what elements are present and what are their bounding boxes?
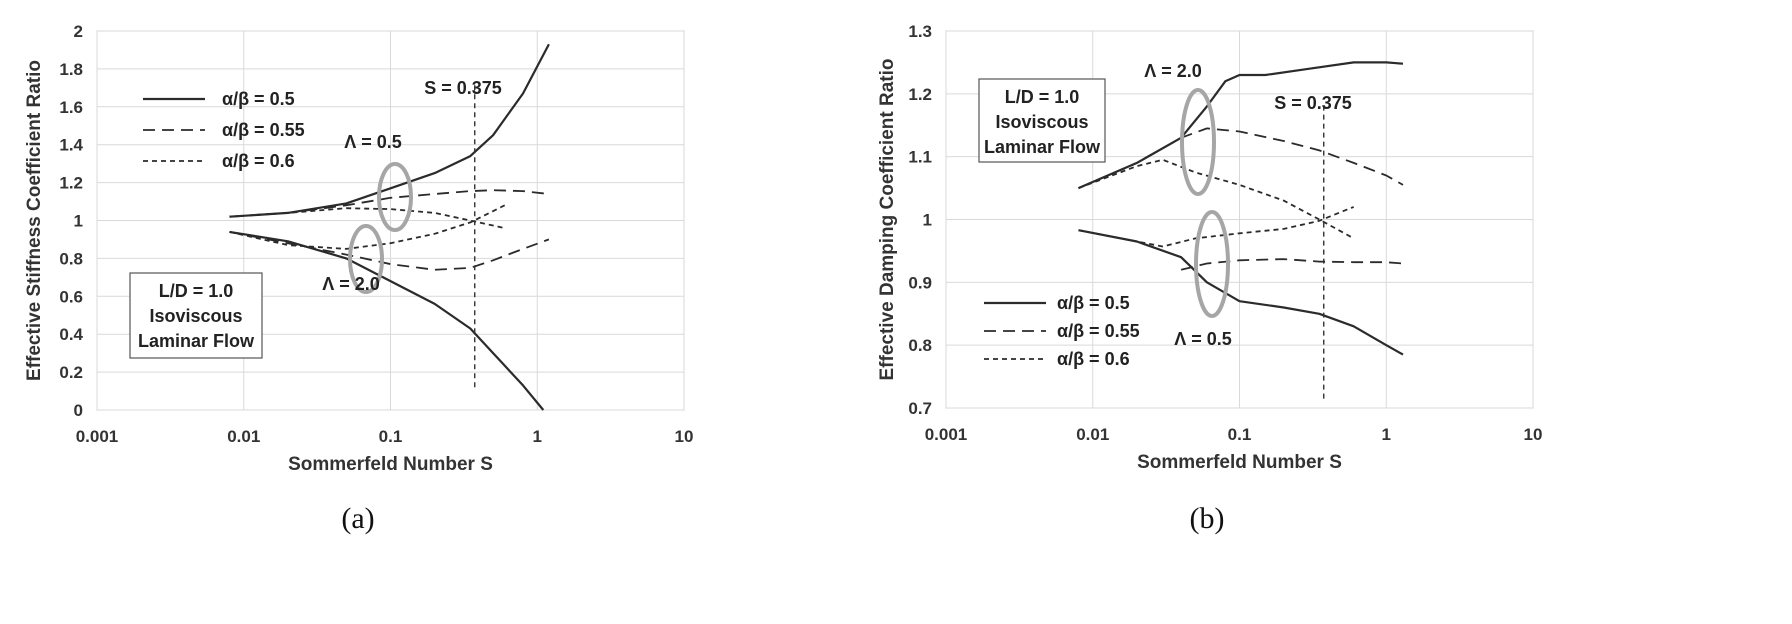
group-label: Λ = 0.5 xyxy=(1174,329,1232,349)
y-tick-label: 1 xyxy=(74,212,83,231)
group-ellipse xyxy=(377,162,413,232)
group-ellipse xyxy=(348,224,384,294)
group-label: Λ = 2.0 xyxy=(322,274,380,294)
x-tick-label: 10 xyxy=(675,427,694,446)
condition-box-line: Laminar Flow xyxy=(138,331,255,351)
x-tick-label: 0.01 xyxy=(227,427,260,446)
panel-a-chart: 0 0.2 0.4 0.6 0.8 1 1.2 1.4 1.6 1.8 2 0.001 0.01 0.1 1… xyxy=(24,22,693,535)
y-axis-title: Effective Stiffness Coefficient Ratio xyxy=(24,60,45,381)
condition-box-line: Isoviscous xyxy=(995,112,1088,132)
y-axis-title: Effective Damping Coefficient Ratio xyxy=(877,59,898,381)
series-line xyxy=(1078,206,1355,248)
group-ellipse xyxy=(1180,88,1216,196)
reference-line-label: S = 0.375 xyxy=(1274,93,1352,113)
legend-label: α/β = 0.5 xyxy=(1057,293,1130,313)
panel-caption: (a) xyxy=(341,502,374,535)
y-tick-label: 0.9 xyxy=(908,273,932,292)
condition-box xyxy=(978,78,1106,163)
y-tick-label: 1 xyxy=(923,211,932,230)
legend-label: α/β = 0.6 xyxy=(1057,349,1130,369)
legend-label: α/β = 0.5 xyxy=(222,89,295,109)
series-line xyxy=(229,204,506,250)
condition-box xyxy=(129,272,263,359)
x-tick-label: 0.1 xyxy=(1228,425,1252,444)
reference-line-label: S = 0.375 xyxy=(424,78,502,98)
panel-caption: (b) xyxy=(1190,502,1225,535)
condition-box-line: Laminar Flow xyxy=(984,137,1101,157)
series-line xyxy=(1078,158,1355,240)
y-tick-label: 1.4 xyxy=(59,136,83,155)
y-tick-label: 2 xyxy=(74,22,83,41)
legend-label: α/β = 0.6 xyxy=(222,151,295,171)
x-tick-label: 0.001 xyxy=(76,427,119,446)
y-tick-label: 0.6 xyxy=(59,287,83,306)
x-tick-label: 0.1 xyxy=(379,427,403,446)
x-tick-label: 1 xyxy=(533,427,542,446)
series-line xyxy=(229,207,505,229)
condition-box-line: Isoviscous xyxy=(149,306,242,326)
condition-box-line: L/D = 1.0 xyxy=(1005,87,1080,107)
x-axis-title: Sommerfeld Number S xyxy=(1137,452,1342,473)
x-tick-label: 1 xyxy=(1382,425,1391,444)
series-line xyxy=(229,231,550,271)
y-tick-label: 1.8 xyxy=(59,60,83,79)
legend-label: α/β = 0.55 xyxy=(1057,321,1140,341)
group-label: Λ = 0.5 xyxy=(344,132,402,152)
y-tick-label: 0.2 xyxy=(59,363,83,382)
condition-box-line: L/D = 1.0 xyxy=(159,281,234,301)
legend-label: α/β = 0.55 xyxy=(222,120,305,140)
y-tick-label: 0.8 xyxy=(908,336,932,355)
y-tick-label: 0.7 xyxy=(908,399,932,418)
panel-b-chart: 0.7 0.8 0.9 1 1.1 1.2 1.3 0.001 0.01 0.1 1 10 Sommer… xyxy=(877,22,1542,535)
series-line xyxy=(229,189,550,218)
group-label: Λ = 2.0 xyxy=(1144,61,1202,81)
x-tick-label: 0.01 xyxy=(1076,425,1109,444)
y-tick-label: 0.8 xyxy=(59,249,83,268)
series-line xyxy=(1078,229,1404,356)
x-tick-label: 10 xyxy=(1524,425,1543,444)
y-tick-label: 1.6 xyxy=(59,98,83,117)
series-line xyxy=(1180,258,1404,271)
y-tick-label: 1.2 xyxy=(908,85,932,104)
y-tick-label: 1.1 xyxy=(908,148,932,167)
x-tick-label: 0.001 xyxy=(925,425,968,444)
group-ellipse xyxy=(1194,210,1230,318)
x-axis-title: Sommerfeld Number S xyxy=(288,454,493,475)
y-tick-label: 1.3 xyxy=(908,22,932,41)
series-line xyxy=(1078,127,1404,189)
y-tick-label: 1.2 xyxy=(59,174,83,193)
y-tick-label: 0.4 xyxy=(59,325,83,344)
y-tick-label: 0 xyxy=(74,401,83,420)
